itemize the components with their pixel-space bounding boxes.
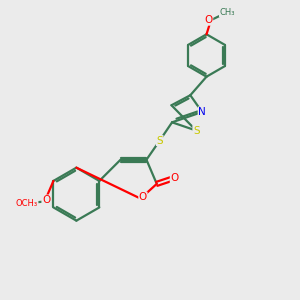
Text: O: O <box>205 15 213 25</box>
Text: O: O <box>42 195 50 205</box>
Text: S: S <box>193 126 200 136</box>
Text: S: S <box>156 136 163 146</box>
Text: O: O <box>170 173 178 183</box>
Text: OCH₃: OCH₃ <box>16 199 38 208</box>
Text: CH₃: CH₃ <box>219 8 235 17</box>
Text: N: N <box>198 107 206 117</box>
Text: O: O <box>139 192 147 202</box>
